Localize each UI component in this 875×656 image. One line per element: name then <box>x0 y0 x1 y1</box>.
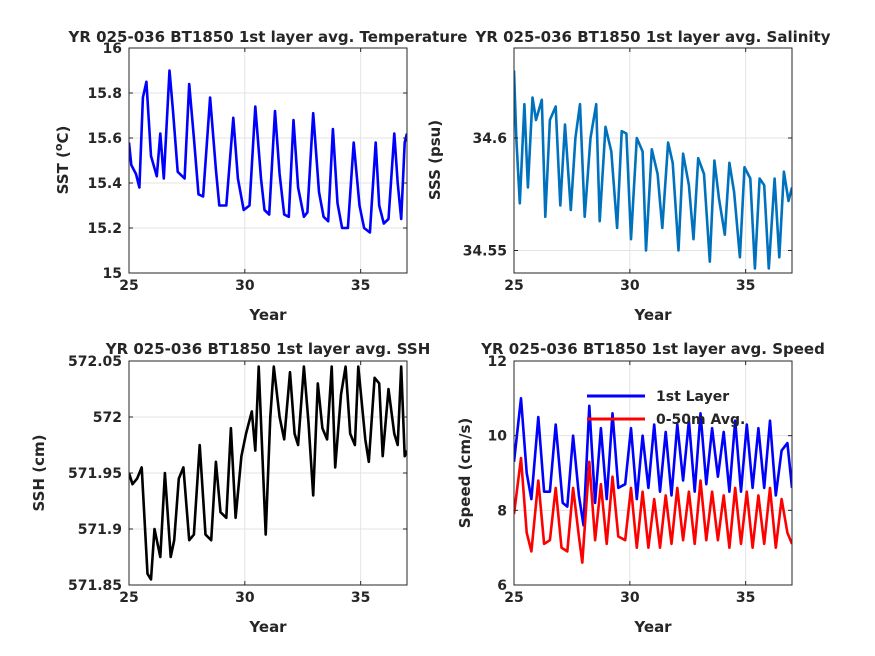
y-axis-label-degree: o <box>52 143 65 151</box>
panel-title: YR 025-036 BT1850 1st layer avg. SSH <box>105 340 431 358</box>
plot-area <box>514 48 792 273</box>
legend-label-1st-layer: 1st Layer <box>656 389 729 405</box>
x-axis-label: Year <box>248 306 287 324</box>
y-axis-label-base: SST ( <box>54 151 72 194</box>
y-tick-label: 8 <box>497 503 507 519</box>
x-tick-label: 30 <box>620 590 640 606</box>
series-line-1 <box>514 70 792 270</box>
series-line-1 <box>129 69 407 234</box>
x-tick-label: 35 <box>351 278 370 294</box>
panel-speed: 25 30 35 6 8 10 12 YR 025-036 BT1850 1st layer… <box>456 340 825 636</box>
series-line-2 <box>514 456 792 564</box>
y-tick-label: 15 <box>103 266 122 282</box>
axes-box <box>513 360 793 586</box>
y-tick-label: 15.6 <box>87 131 122 147</box>
axes-box <box>513 47 793 274</box>
y-tick-label: 6 <box>497 578 507 594</box>
y-axis-label: SSH (cm) <box>30 435 48 512</box>
y-tick-label: 34.6 <box>472 131 507 147</box>
y-tick-label: 15.8 <box>87 86 122 102</box>
y-tick-label: 15.2 <box>87 221 122 237</box>
legend: 1st Layer 0-50m Avg. <box>587 389 745 428</box>
x-axis-label: Year <box>633 618 672 636</box>
panel-salinity: 25 30 35 34.55 34.6 YR 025-036 BT1850 1st la… <box>426 28 831 324</box>
x-tick-label: 25 <box>504 590 523 606</box>
series-line-1 <box>514 397 792 527</box>
y-tick-label: 15.4 <box>87 176 122 192</box>
x-tick-label: 35 <box>736 278 755 294</box>
panel-title: YR 025-036 BT1850 1st layer avg. Speed <box>480 340 825 358</box>
x-tick-label: 30 <box>235 278 255 294</box>
y-axis-label: Speed (cm/s) <box>456 418 474 529</box>
x-tick-label: 25 <box>119 590 138 606</box>
y-axis-label: SST (oC) <box>52 126 72 195</box>
panel-ssh: 25 30 35 571.85 571.9 571.95 572 572.05 YR 025-… <box>30 340 430 636</box>
panel-temperature: 25 30 35 15 15.2 15.4 15.6 15.8 16 YR 025-036 BT… <box>52 28 467 324</box>
x-axis-label: Year <box>248 618 287 636</box>
y-tick-label: 572.05 <box>68 354 122 370</box>
y-tick-label: 10 <box>488 429 508 445</box>
x-axis-label: Year <box>633 306 672 324</box>
x-tick-label: 35 <box>351 590 370 606</box>
axes-box <box>128 47 408 274</box>
y-tick-label: 571.9 <box>78 522 122 538</box>
y-axis-label-unit: C) <box>54 126 72 144</box>
y-tick-label: 571.85 <box>68 578 122 594</box>
y-tick-label: 572 <box>93 410 122 426</box>
panel-title: YR 025-036 BT1850 1st layer avg. Tempera… <box>68 28 468 46</box>
y-tick-label: 12 <box>488 354 507 370</box>
y-tick-label: 34.55 <box>463 244 507 260</box>
x-tick-label: 25 <box>504 278 523 294</box>
y-axis-label: SSS (psu) <box>426 120 444 200</box>
x-tick-label: 30 <box>235 590 255 606</box>
panel-title: YR 025-036 BT1850 1st layer avg. Salinit… <box>474 28 830 46</box>
legend-label-0-50m-avg: 0-50m Avg. <box>656 412 745 428</box>
y-tick-label: 16 <box>103 41 122 57</box>
x-tick-label: 30 <box>620 278 640 294</box>
x-tick-label: 25 <box>119 278 138 294</box>
y-tick-label: 571.95 <box>68 466 122 482</box>
x-tick-label: 35 <box>736 590 755 606</box>
series-line-1 <box>129 365 407 581</box>
